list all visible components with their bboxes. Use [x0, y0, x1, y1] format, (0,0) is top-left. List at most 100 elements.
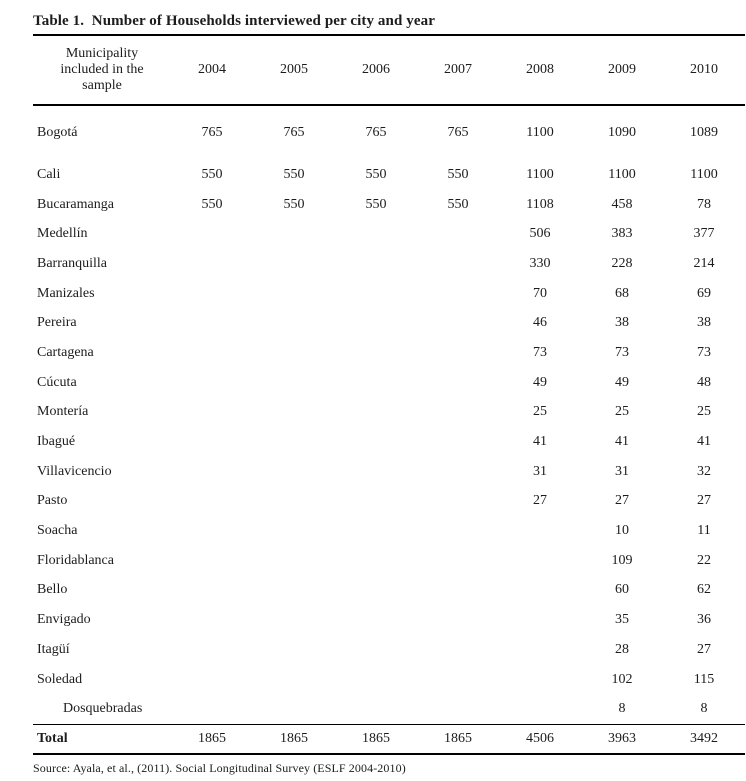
value-cell	[335, 338, 417, 368]
table-row: Bogotá 765 765 765 765 1100 1090 1089	[33, 105, 745, 160]
municipality-cell: Dosquebradas	[63, 701, 143, 717]
value-cell	[417, 427, 499, 457]
value-cell	[171, 546, 253, 576]
value-cell: 25	[533, 404, 547, 420]
value-cell	[499, 546, 581, 576]
value-cell	[253, 694, 335, 724]
value-cell	[253, 457, 335, 487]
municipality-cell: Soledad	[37, 671, 83, 687]
value-cell: 36	[697, 612, 711, 628]
municipality-cell: Villavicencio	[37, 463, 112, 479]
value-cell: 10	[615, 523, 629, 539]
municipality-cell: Montería	[37, 404, 89, 420]
value-cell: 228	[611, 255, 633, 271]
value-cell: 27	[697, 641, 711, 657]
value-cell	[253, 338, 335, 368]
value-cell	[253, 368, 335, 398]
value-cell: 70	[533, 285, 547, 301]
value-cell	[253, 427, 335, 457]
value-cell	[417, 398, 499, 428]
total-value-2008: 4506	[499, 724, 581, 756]
value-cell: 550	[447, 166, 469, 182]
value-cell	[417, 368, 499, 398]
value-cell	[253, 219, 335, 249]
value-cell	[335, 487, 417, 517]
value-cell: 550	[447, 196, 469, 212]
value-cell: 550	[283, 196, 305, 212]
value-cell	[171, 457, 253, 487]
value-cell: 41	[615, 434, 629, 450]
value-cell: 60	[615, 582, 629, 598]
table-row: Bello 60 62	[33, 576, 745, 606]
table-row: Soacha 10 11	[33, 516, 745, 546]
value-cell: 31	[615, 463, 629, 479]
value-cell	[171, 665, 253, 695]
value-cell	[417, 308, 499, 338]
value-cell: 11	[697, 523, 711, 539]
value-cell: 550	[365, 196, 387, 212]
value-cell: 41	[533, 434, 547, 450]
value-cell	[499, 635, 581, 665]
value-cell	[253, 398, 335, 428]
value-cell	[253, 249, 335, 279]
value-cell	[253, 665, 335, 695]
value-cell	[335, 457, 417, 487]
value-cell: 115	[693, 671, 715, 687]
table-row: Barranquilla 330 228 214	[33, 249, 745, 279]
value-cell	[417, 219, 499, 249]
value-cell: 35	[615, 612, 629, 628]
value-cell: 8	[700, 701, 708, 717]
value-cell: 38	[697, 315, 711, 331]
value-cell: 27	[615, 493, 629, 509]
year-header-2004: 2004	[171, 36, 253, 106]
value-cell	[417, 576, 499, 606]
value-cell	[335, 249, 417, 279]
municipality-cell: Envigado	[37, 612, 91, 628]
value-cell: 78	[697, 196, 711, 212]
total-row: Total 1865 1865 1865 1865 4506 3963 3492	[33, 724, 745, 756]
value-cell: 506	[529, 226, 551, 242]
value-cell: 109	[611, 552, 633, 568]
value-cell: 32	[697, 463, 711, 479]
value-cell	[253, 487, 335, 517]
municipality-header-text: Municipality included in the sample	[60, 46, 144, 93]
total-label: Total	[33, 724, 171, 756]
total-value-2009: 3963	[581, 724, 663, 756]
value-cell	[417, 457, 499, 487]
value-cell	[499, 576, 581, 606]
table-row: Envigado 35 36	[33, 605, 745, 635]
value-cell	[253, 308, 335, 338]
table-row: Pasto 27 27 27	[33, 487, 745, 517]
value-cell: 377	[693, 226, 715, 242]
value-cell	[253, 635, 335, 665]
value-cell	[253, 279, 335, 309]
table-row: Bucaramanga 550 550 550 550 1108 458 78	[33, 190, 745, 220]
value-cell: 330	[529, 255, 551, 271]
municipality-cell: Manizales	[37, 285, 95, 301]
year-header-2006: 2006	[335, 36, 417, 106]
table-title: Table 1. Number of Households interviewe…	[33, 13, 435, 29]
value-cell	[335, 516, 417, 546]
value-cell: 1089	[690, 125, 718, 140]
value-cell	[171, 308, 253, 338]
value-cell	[417, 605, 499, 635]
value-cell	[253, 516, 335, 546]
total-value-2005: 1865	[253, 724, 335, 756]
value-cell: 22	[697, 552, 711, 568]
table-row: Montería 25 25 25	[33, 398, 745, 428]
value-cell	[253, 576, 335, 606]
value-cell: 1090	[608, 125, 636, 140]
value-cell: 1100	[526, 125, 554, 140]
municipality-header: Municipality included in the sample	[33, 36, 171, 106]
value-cell: 383	[611, 226, 633, 242]
value-cell: 62	[697, 582, 711, 598]
value-cell	[253, 546, 335, 576]
table-row: Manizales 70 68 69	[33, 279, 745, 309]
value-cell: 550	[201, 166, 223, 182]
year-header-2009: 2009	[581, 36, 663, 106]
value-cell	[417, 249, 499, 279]
value-cell	[171, 219, 253, 249]
value-cell	[417, 546, 499, 576]
value-cell	[499, 605, 581, 635]
